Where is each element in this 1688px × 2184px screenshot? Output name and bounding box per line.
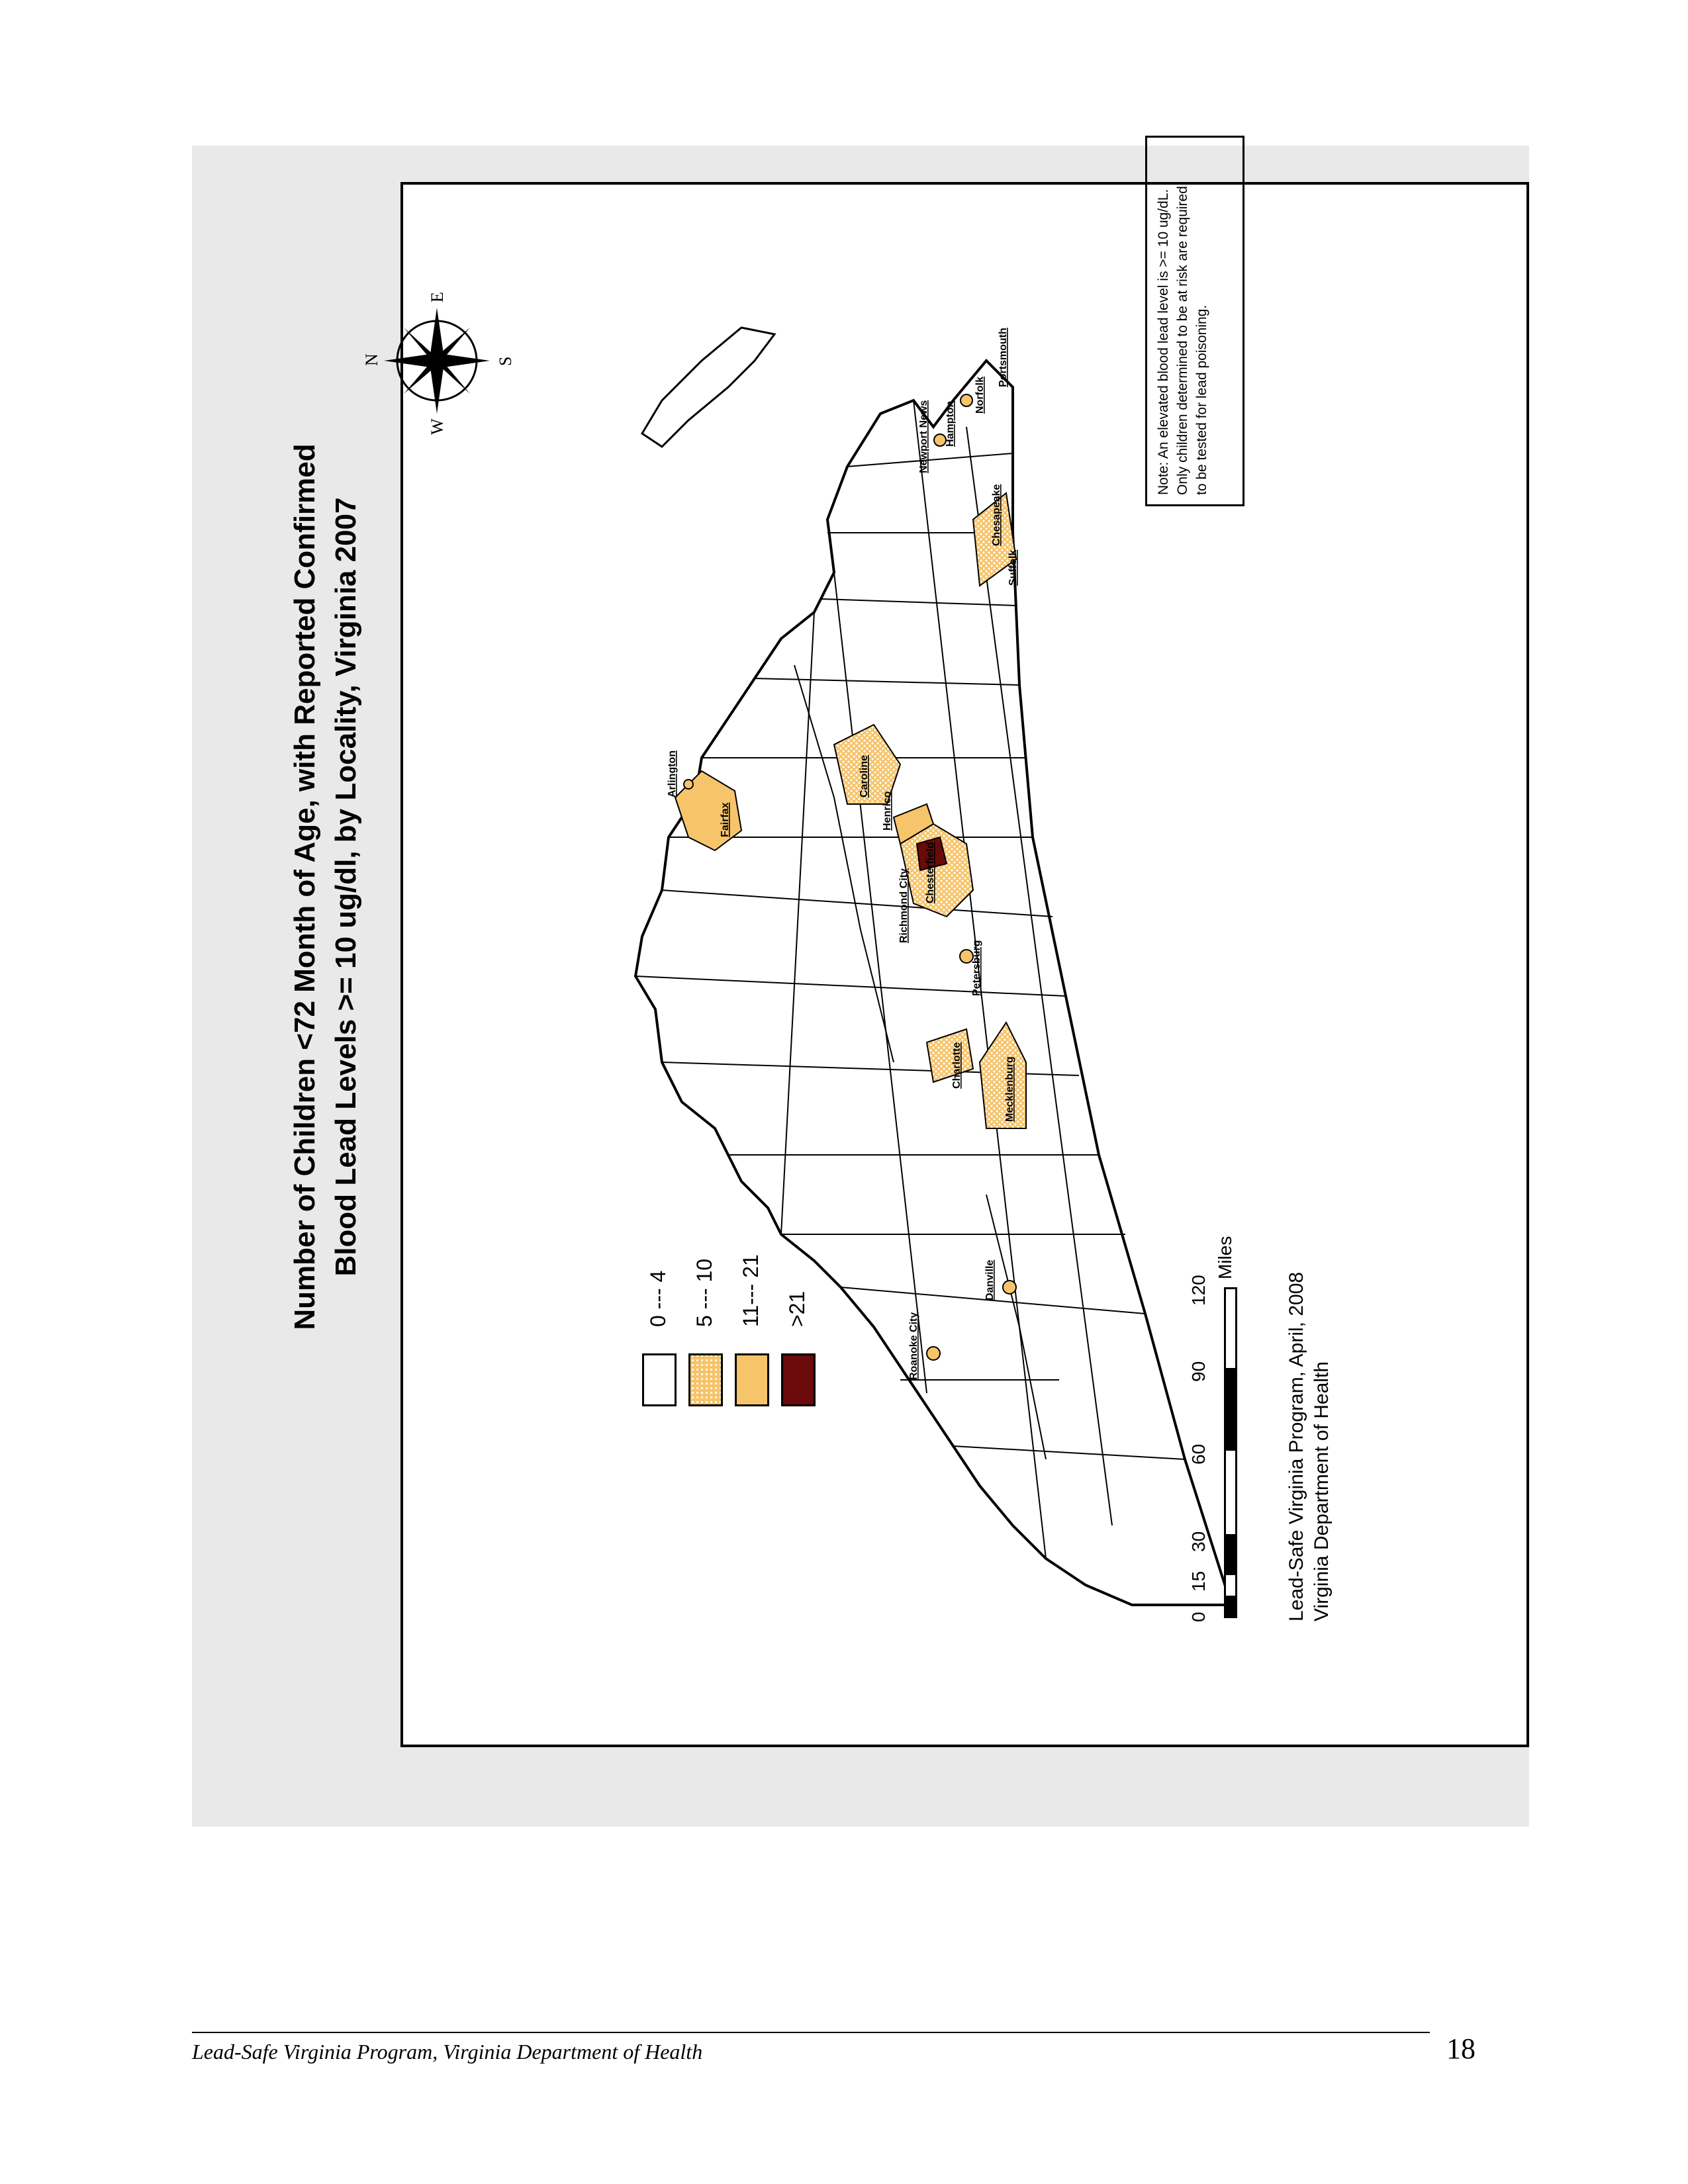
- caroline-area: [833, 723, 902, 805]
- label-hampton: Hampton: [945, 401, 956, 447]
- label-richmond-city: Richmond City: [898, 868, 910, 943]
- virginia-state-outline: [633, 359, 1233, 1606]
- legend-label-1: 5 --- 10: [692, 1258, 716, 1327]
- scale-tick-60: 60: [1188, 1443, 1209, 1465]
- scale-bar-graphic: [1224, 1287, 1237, 1618]
- charlotte-area: [925, 1028, 974, 1083]
- label-norfolk: Norfolk: [974, 377, 986, 414]
- mecklenburg-area: [978, 1021, 1027, 1129]
- roanoke-city-marker: [926, 1346, 941, 1361]
- label-chesterfield: Chesterfield: [925, 842, 936, 903]
- eastern-shore: [640, 326, 776, 448]
- note-line-2: Only children determined to be at risk a…: [1175, 186, 1190, 495]
- county-boundaries: [635, 400, 1186, 1559]
- legend-swatch-3: [781, 1353, 816, 1406]
- note-box: Note: An elevated blood lead level is >=…: [1145, 136, 1244, 506]
- compass-east: E: [428, 292, 447, 302]
- label-charlotte: Charlotte: [951, 1042, 962, 1089]
- label-caroline: Caroline: [859, 755, 870, 797]
- scale-unit: Miles: [1215, 1236, 1235, 1279]
- legend-row-3: >21: [781, 1234, 827, 1406]
- virginia-map: Arlington Fairfax Caroline Henrico Richm…: [362, 292, 1233, 1606]
- danville-marker: [1002, 1280, 1017, 1295]
- map-credit: Lead-Safe Virginia Program, April, 2008 …: [1284, 1272, 1335, 1621]
- rotated-map-layer: Number of Children <72 Month of Age, wit…: [265, 116, 1367, 1658]
- locality-labels: Arlington Fairfax Caroline Henrico Richm…: [667, 328, 1019, 1380]
- petersburg-marker: [959, 949, 974, 964]
- hampton-roads-area: [972, 492, 1017, 587]
- newport-news-marker: [933, 433, 947, 447]
- compass-west: W: [428, 418, 447, 435]
- credit-line-2: Virginia Department of Health: [1311, 1361, 1333, 1621]
- page-number: 18: [1446, 2032, 1476, 2065]
- legend-label-3: >21: [785, 1291, 809, 1327]
- scale-tick-120: 120: [1188, 1275, 1209, 1306]
- scale-bar: 0 15 30 60 90 120 Miles: [1188, 1236, 1268, 1622]
- label-arlington: Arlington: [667, 751, 678, 797]
- legend-row-0: 0 --- 4: [642, 1234, 688, 1406]
- label-chesapeake: Chesapeake: [991, 484, 1002, 546]
- legend-row-1: 5 --- 10: [688, 1234, 735, 1406]
- fairfax-area: [674, 770, 743, 852]
- legend-label-2: 11--- 21: [739, 1254, 763, 1327]
- label-roanoke-city: Roanoke City: [908, 1312, 919, 1380]
- scale-tick-15: 15: [1188, 1570, 1209, 1592]
- legend-swatch-0: [642, 1353, 677, 1406]
- scale-tick-90: 90: [1188, 1361, 1209, 1382]
- credit-line-1: Lead-Safe Virginia Program, April, 2008: [1286, 1271, 1307, 1621]
- henrico-area: [892, 803, 935, 845]
- legend-swatch-1: [688, 1353, 723, 1406]
- scale-tick-0: 0: [1188, 1612, 1209, 1622]
- scale-tick-30: 30: [1188, 1531, 1209, 1552]
- legend-swatch-2: [735, 1353, 769, 1406]
- legend-row-2: 11--- 21: [735, 1234, 781, 1406]
- label-mecklenburg: Mecklenburg: [1004, 1056, 1015, 1122]
- note-line-3: to be tested for lead poisoning.: [1194, 304, 1209, 495]
- label-danville: Danville: [984, 1260, 996, 1300]
- compass-north: N: [362, 353, 381, 366]
- label-newport-news: Newport News: [918, 400, 929, 473]
- label-portsmouth: Portsmouth: [998, 328, 1009, 387]
- compass-south: S: [496, 357, 515, 366]
- label-suffolk: Suffolk: [1008, 550, 1019, 586]
- scale-seg-1: [1226, 1596, 1235, 1616]
- label-henrico: Henrico: [882, 791, 893, 831]
- arlington-marker: [683, 779, 694, 790]
- label-petersburg: Petersburg: [971, 940, 982, 996]
- footer-text: Lead-Safe Virginia Program, Virginia Dep…: [192, 2040, 703, 2064]
- norfolk-marker: [960, 394, 973, 407]
- label-fairfax: Fairfax: [720, 802, 731, 837]
- legend-label-0: 0 --- 4: [646, 1270, 670, 1327]
- footer-rule: [192, 2032, 1430, 2033]
- richmond-city-area: [915, 836, 948, 872]
- scale-seg-3: [1226, 1368, 1235, 1451]
- note-line-1: Note: An elevated blood lead level is >=…: [1156, 189, 1171, 495]
- scale-seg-2: [1226, 1534, 1235, 1575]
- compass-rose: N E S W: [362, 292, 515, 435]
